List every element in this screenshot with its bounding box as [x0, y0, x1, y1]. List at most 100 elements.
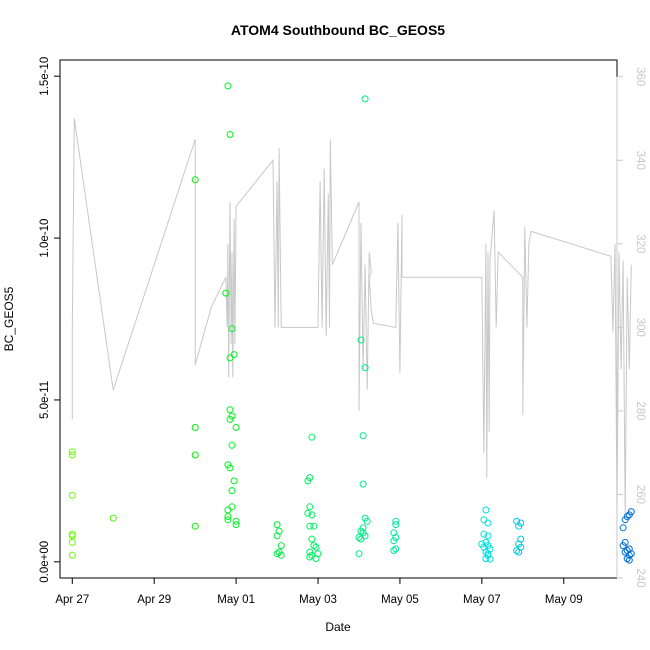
data-point: [230, 477, 238, 485]
data-point: [224, 82, 232, 90]
data-point: [310, 522, 318, 530]
data-point: [191, 176, 199, 184]
data-point: [306, 503, 314, 511]
data-point: [312, 543, 320, 551]
x-tick-label: May 07: [463, 594, 501, 606]
data-point: [232, 517, 240, 525]
data-point: [310, 542, 318, 550]
data-point: [621, 516, 629, 524]
y-axis-label: BC_GEOS5: [2, 286, 16, 351]
data-point: [273, 550, 281, 558]
data-point: [228, 503, 236, 511]
data-point: [361, 364, 369, 372]
data-point: [191, 424, 199, 431]
data-point: [625, 556, 633, 564]
data-point: [226, 131, 234, 138]
data-point: [273, 521, 281, 529]
data-point: [306, 522, 314, 530]
data-point: [359, 480, 367, 488]
data-point: [392, 521, 400, 529]
data-point: [486, 555, 494, 563]
data-point: [304, 509, 312, 517]
data-point: [482, 506, 490, 514]
x-axis-label: Date: [325, 620, 351, 634]
data-point: [363, 517, 371, 525]
data-point: [304, 477, 312, 485]
data-point: [306, 553, 314, 561]
data-point: [308, 511, 316, 519]
data-point: [68, 538, 76, 546]
data-point: [484, 519, 492, 527]
y2-tick-label: 280: [634, 401, 646, 420]
data-point: [68, 551, 76, 559]
data-point: [625, 511, 633, 519]
y2-tick-label: 240: [634, 568, 646, 587]
data-point: [109, 514, 117, 522]
y-tick-label: 0.0e+00: [39, 541, 51, 583]
data-point: [480, 516, 488, 524]
y2-tick-label: 300: [634, 318, 646, 337]
data-point: [623, 555, 631, 563]
data-point: [619, 542, 627, 550]
data-point: [627, 550, 635, 558]
altitude-trace: [71, 118, 632, 516]
data-point: [308, 433, 316, 441]
data-point: [222, 289, 230, 297]
y2-tick-label: 260: [634, 485, 646, 504]
y-tick-label: 1.0e-10: [39, 219, 51, 258]
data-point: [232, 521, 240, 529]
data-point: [68, 491, 76, 499]
y2-tick-label: 320: [634, 234, 646, 253]
data-point: [191, 522, 199, 530]
data-point: [224, 516, 232, 524]
data-point: [357, 527, 365, 535]
data-point: [515, 522, 523, 530]
data-point: [224, 513, 232, 520]
data-point: [513, 547, 521, 554]
data-point: [619, 524, 627, 532]
x-tick-label: May 05: [381, 594, 419, 606]
plot-frame: [59, 59, 618, 579]
altitude-trace-line: [71, 118, 632, 516]
data-point: [357, 336, 365, 344]
x-tick-label: May 09: [545, 594, 583, 606]
data-point: [482, 555, 490, 563]
data-point: [228, 325, 236, 333]
data-point: [392, 545, 400, 553]
data-point: [191, 451, 199, 459]
data-point: [357, 535, 365, 543]
data-point: [480, 530, 488, 538]
data-point: [390, 547, 398, 554]
data-point: [228, 487, 236, 495]
data-point: [273, 532, 281, 540]
data-point: [484, 532, 492, 540]
data-point: [224, 506, 232, 514]
data-point: [226, 415, 234, 423]
x-tick-label: Apr 27: [55, 594, 89, 606]
data-point: [515, 548, 523, 556]
data-point: [308, 535, 316, 543]
data-point: [226, 354, 234, 362]
x-tick-label: Apr 29: [137, 594, 171, 606]
x-tick-label: May 03: [299, 594, 337, 606]
data-point: [226, 464, 234, 472]
data-point: [355, 534, 363, 541]
y2-tick-label: 340: [634, 151, 646, 170]
data-point: [228, 441, 236, 449]
y2-tick-label: 360: [634, 67, 646, 86]
x-tick-label: May 01: [217, 594, 255, 606]
y-tick-label: 5.0e-11: [39, 381, 51, 419]
data-point: [68, 451, 76, 459]
y-tick-label: 1.5e-10: [39, 57, 51, 96]
chart-title: ATOM4 Southbound BC_GEOS5: [231, 22, 445, 38]
data-point: [277, 542, 285, 550]
data-point: [355, 550, 363, 558]
data-point: [392, 517, 400, 525]
data-point: [232, 424, 240, 431]
axes: 0.0e+00 5.0e-11 1.0e-10 1.5e-10 Apr 27 Apr 29…: [39, 57, 646, 606]
data-point: [226, 406, 234, 414]
data-points: [68, 82, 635, 564]
data-point: [359, 432, 367, 440]
data-point: [68, 448, 76, 456]
